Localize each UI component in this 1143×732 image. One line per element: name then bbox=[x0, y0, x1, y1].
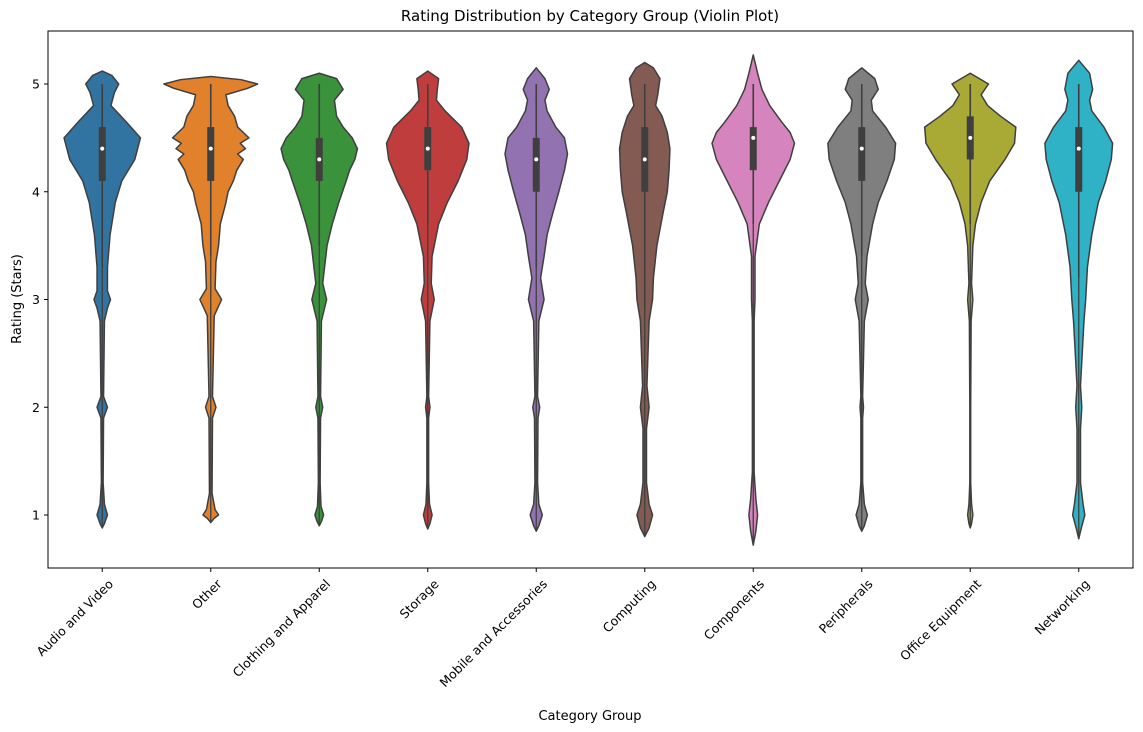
x-tick-label: Office Equipment bbox=[897, 576, 984, 663]
violin-median-dot bbox=[859, 146, 864, 151]
violin-median-dot bbox=[208, 146, 213, 151]
violin-2 bbox=[163, 75, 259, 524]
violin-1 bbox=[63, 70, 142, 529]
x-tick-label: Components bbox=[701, 576, 768, 643]
violin-median-dot bbox=[534, 157, 539, 162]
x-tick-label: Clothing and Apparel bbox=[230, 576, 334, 680]
violin-median-dot bbox=[100, 146, 105, 151]
violin-median-dot bbox=[317, 157, 322, 162]
violin-median-dot bbox=[425, 146, 430, 151]
x-axis-ticks: Audio and Video Other Clothing and Apparel… bbox=[33, 568, 1093, 690]
violin-median-dot bbox=[968, 135, 973, 140]
x-tick-label: Storage bbox=[396, 576, 441, 621]
violin-6 bbox=[618, 61, 671, 538]
y-tick-label: 1 bbox=[32, 508, 40, 523]
x-axis-title: Category Group bbox=[538, 709, 641, 724]
violin-iqr-box bbox=[749, 127, 757, 171]
y-tick-label: 3 bbox=[32, 292, 40, 307]
x-tick-label: Peripherals bbox=[816, 576, 876, 636]
x-tick-label: Audio and Video bbox=[33, 576, 116, 659]
y-axis-ticks: 1 2 3 4 5 bbox=[32, 77, 48, 523]
x-tick-label: Mobile and Accessories bbox=[436, 576, 550, 690]
x-tick-label: Other bbox=[189, 576, 225, 612]
violin-5 bbox=[504, 67, 569, 532]
violin-median-dot bbox=[1076, 146, 1081, 151]
y-tick-label: 5 bbox=[32, 77, 40, 92]
x-tick-label: Computing bbox=[600, 576, 659, 635]
violin-9 bbox=[923, 72, 1017, 529]
violin-3 bbox=[280, 72, 359, 527]
violin-median-dot bbox=[642, 157, 647, 162]
violins-group bbox=[63, 54, 1114, 546]
violin-10 bbox=[1044, 59, 1114, 540]
violin-7 bbox=[711, 54, 796, 546]
violin-iqr-box bbox=[532, 137, 540, 192]
y-axis-title: Rating (Stars) bbox=[10, 254, 25, 344]
x-tick-label: Networking bbox=[1031, 576, 1092, 637]
violin-8 bbox=[827, 67, 897, 532]
y-tick-label: 4 bbox=[32, 184, 40, 199]
violin-iqr-box bbox=[1075, 127, 1083, 192]
violin-iqr-box bbox=[858, 127, 866, 181]
chart-title: Rating Distribution by Category Group (V… bbox=[401, 7, 779, 25]
violin-iqr-box bbox=[207, 127, 215, 181]
violin-median-dot bbox=[751, 135, 756, 140]
violin-iqr-box bbox=[98, 127, 106, 181]
violin-4 bbox=[385, 70, 470, 530]
y-tick-label: 2 bbox=[32, 400, 40, 415]
